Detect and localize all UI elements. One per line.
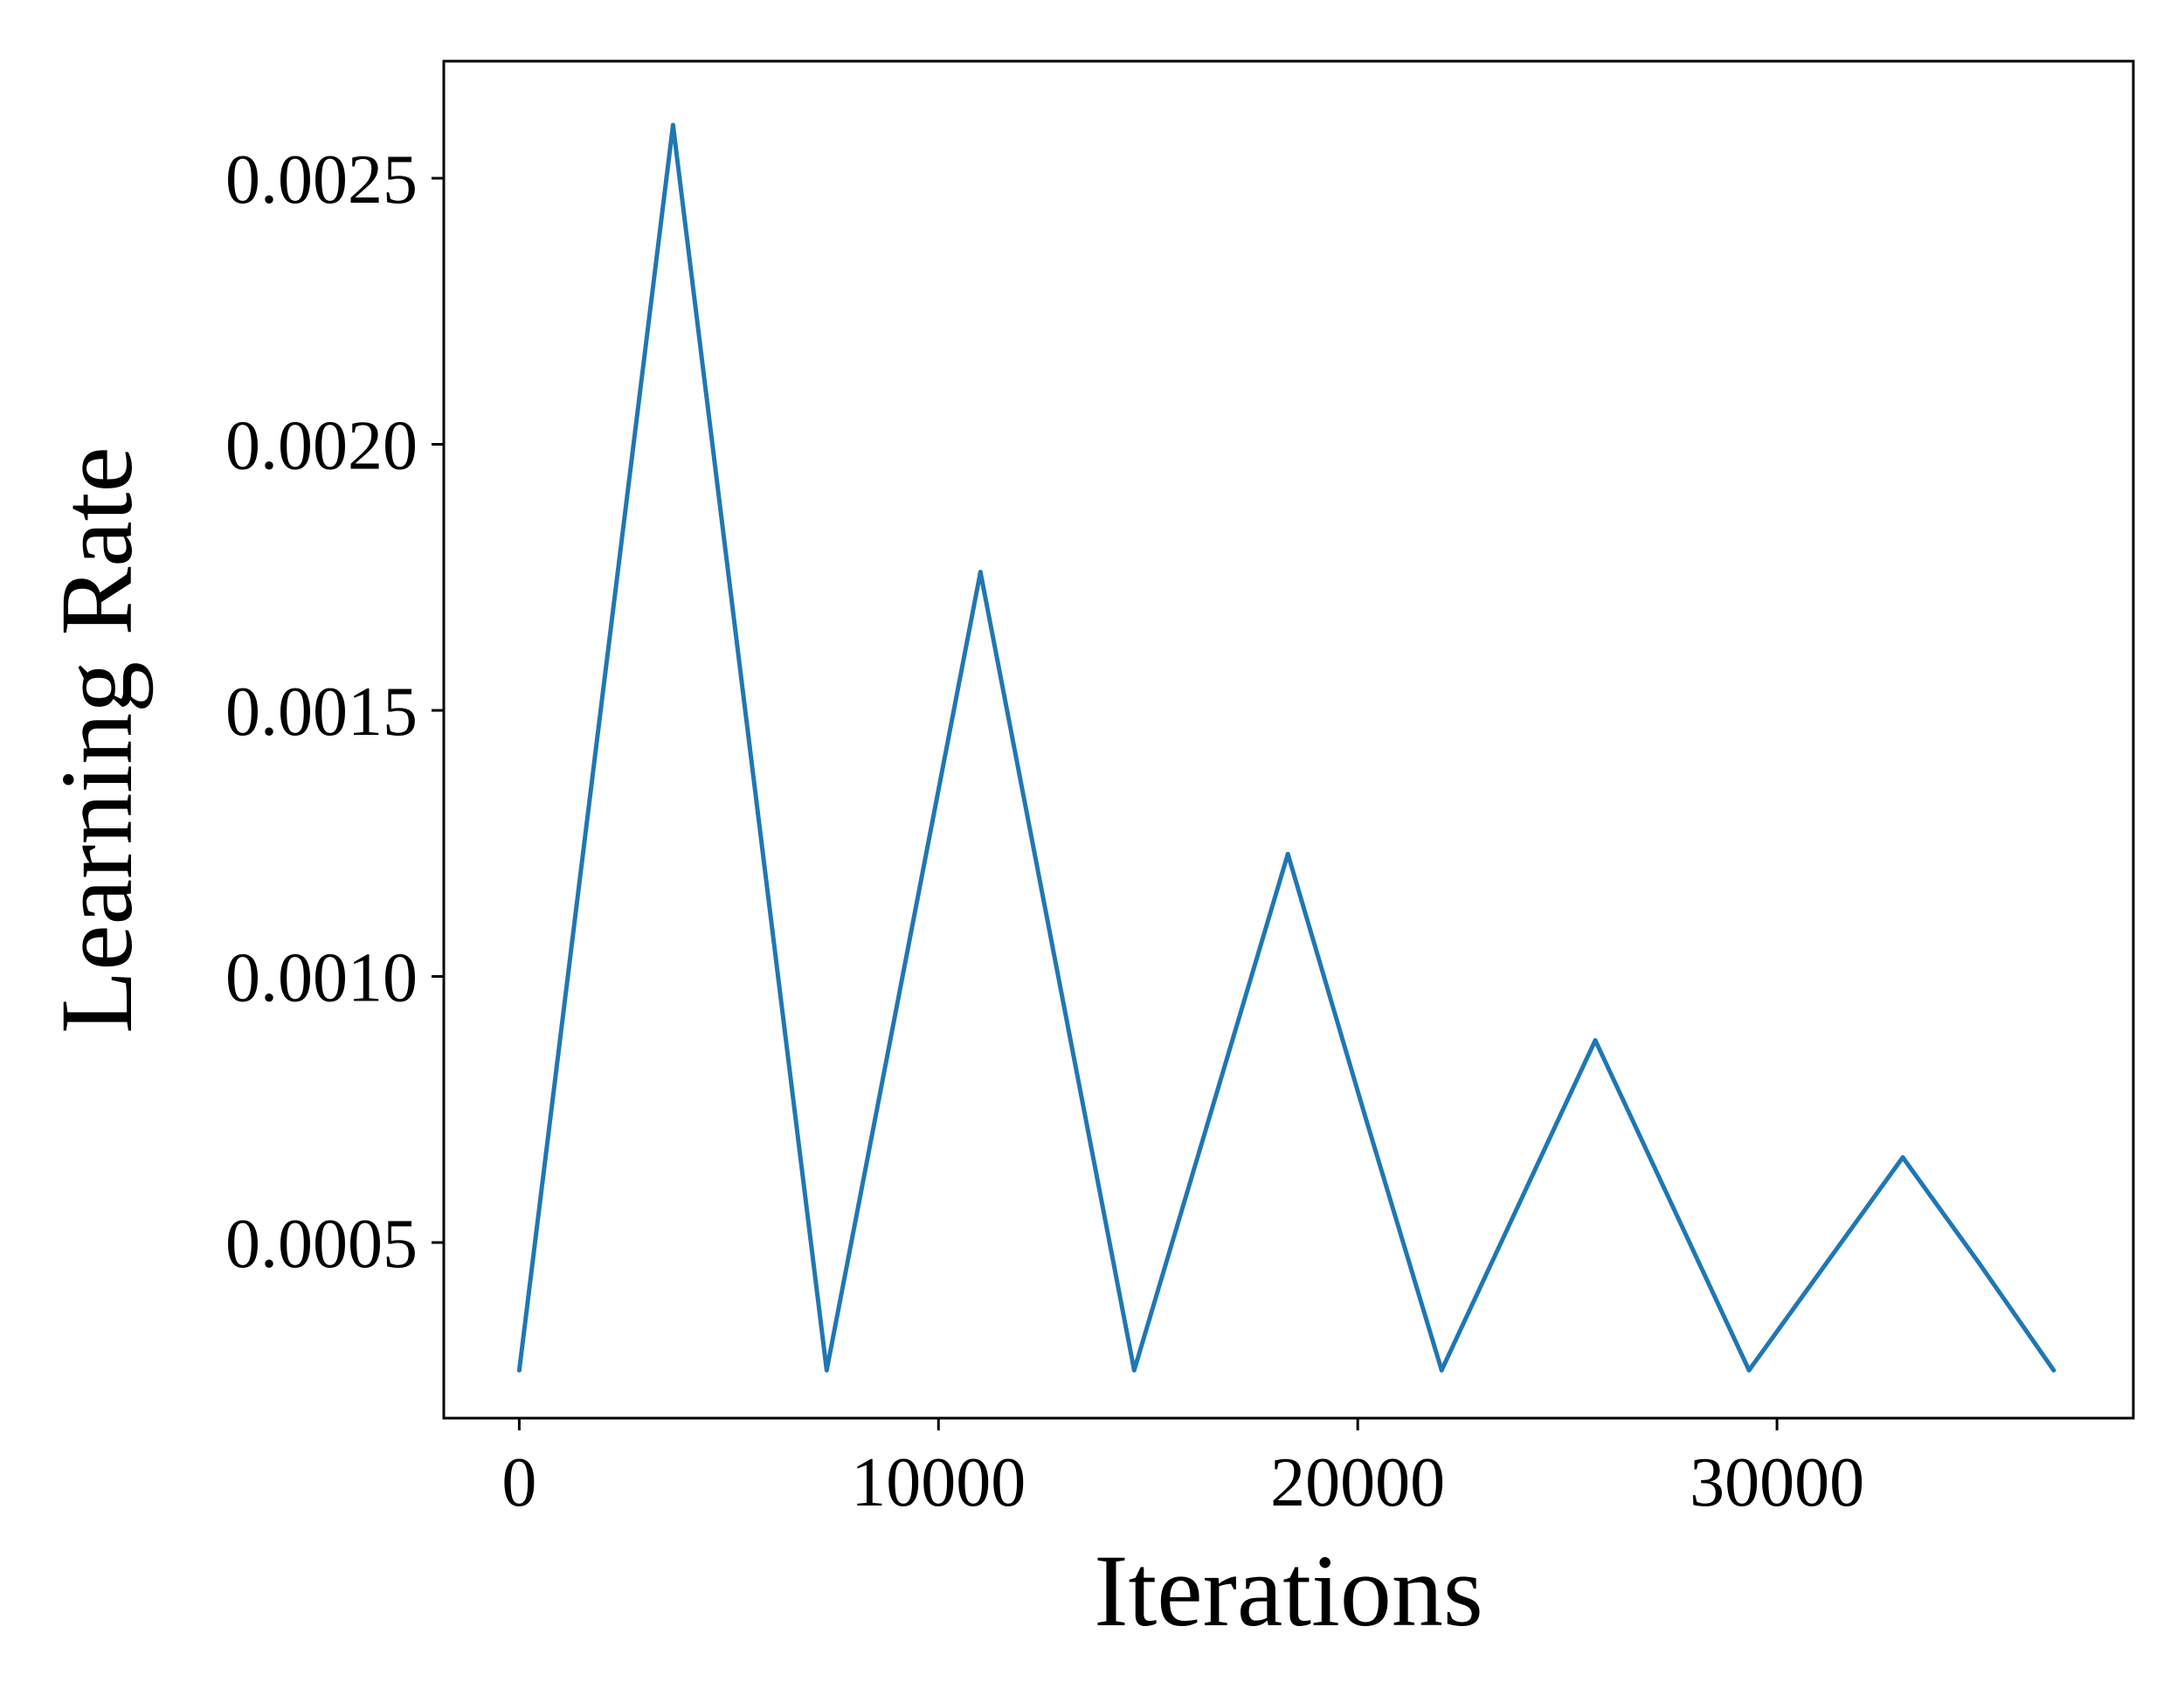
x-tick-label: 20000	[1270, 1444, 1445, 1521]
data-point	[1669, 1202, 1675, 1208]
data-point	[1593, 1038, 1598, 1043]
data-point	[2051, 1367, 2056, 1373]
y-tick-label: 0.0010	[225, 940, 418, 1017]
x-tick-label: 0	[501, 1444, 536, 1521]
data-point	[593, 745, 598, 751]
data-point	[1516, 1202, 1521, 1208]
data-point	[1131, 1367, 1137, 1373]
data-point	[516, 1367, 522, 1373]
data-point	[901, 968, 906, 973]
x-axis-ticks: 0 10000 20000 30000	[501, 1418, 1864, 1521]
x-tick-label: 30000	[1690, 1444, 1864, 1521]
data-point	[1439, 1367, 1444, 1373]
x-tick-label: 10000	[851, 1444, 1026, 1521]
data-point	[1054, 968, 1060, 973]
y-tick-label: 0.0020	[225, 407, 418, 484]
data-point	[1362, 1112, 1367, 1118]
x-axis-label: Iterations	[1094, 1533, 1483, 1648]
data-point	[1823, 1261, 1828, 1266]
data-point	[1208, 1110, 1213, 1115]
y-axis-ticks: 0.0005 0.0010 0.0015 0.0020 0.0025	[225, 142, 444, 1283]
data-point	[978, 570, 983, 575]
data-point	[1285, 851, 1290, 856]
data-point	[1746, 1367, 1752, 1373]
data-point	[1900, 1155, 1905, 1160]
series-points	[516, 122, 2056, 1373]
data-point	[1977, 1261, 1982, 1266]
data-point	[747, 745, 752, 751]
y-tick-label: 0.0025	[225, 142, 418, 218]
plot-frame	[442, 59, 2135, 1420]
y-axis-label: Learning Rate	[39, 446, 154, 1034]
y-tick-label: 0.0015	[225, 674, 418, 751]
data-point	[670, 122, 675, 128]
data-point	[824, 1367, 829, 1373]
y-tick-label: 0.0005	[225, 1206, 418, 1283]
